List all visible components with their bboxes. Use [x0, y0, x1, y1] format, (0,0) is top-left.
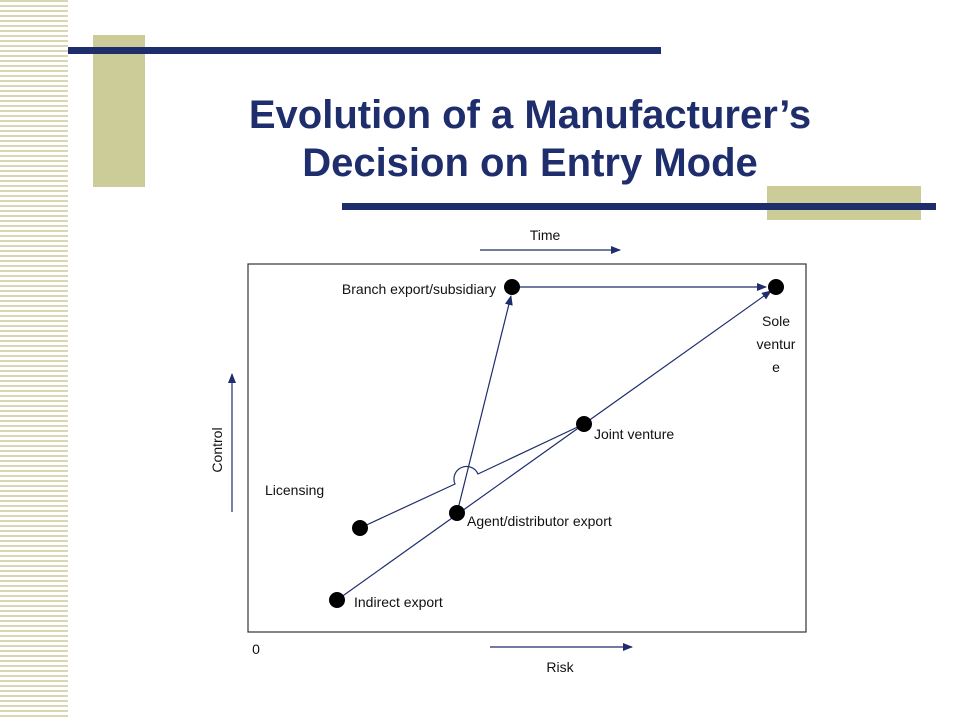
crossing-line [359, 423, 585, 529]
node-dot [449, 505, 465, 521]
node-label: ventur [757, 336, 796, 352]
axis-label: 0 [252, 641, 260, 657]
axis-label: Risk [546, 659, 574, 675]
node-dot [504, 279, 520, 295]
node-label: Indirect export [354, 594, 443, 610]
path-arrow [336, 290, 772, 601]
node-dot [352, 520, 368, 536]
striped-margin [0, 0, 68, 720]
node-dot [329, 592, 345, 608]
diagram-frame [247, 263, 807, 633]
deco-block [93, 35, 145, 187]
node-label: Branch export/subsidiary [342, 281, 496, 297]
path-arrow [456, 295, 513, 514]
node-label: Sole [762, 313, 790, 329]
node-label: Agent/distributor export [467, 513, 612, 529]
axis-label: Time [530, 227, 561, 243]
deco-bar [68, 47, 661, 54]
deco-bar [342, 203, 936, 210]
title-line: Evolution of a Manufacturer’s [249, 93, 811, 137]
node-dot [768, 279, 784, 295]
title-line: Decision on Entry Mode [302, 141, 758, 185]
node-label: Joint venture [594, 426, 674, 442]
axis-label: Control [209, 427, 225, 472]
node-label: e [772, 359, 780, 375]
node-dot [576, 416, 592, 432]
node-label: Licensing [265, 482, 324, 498]
